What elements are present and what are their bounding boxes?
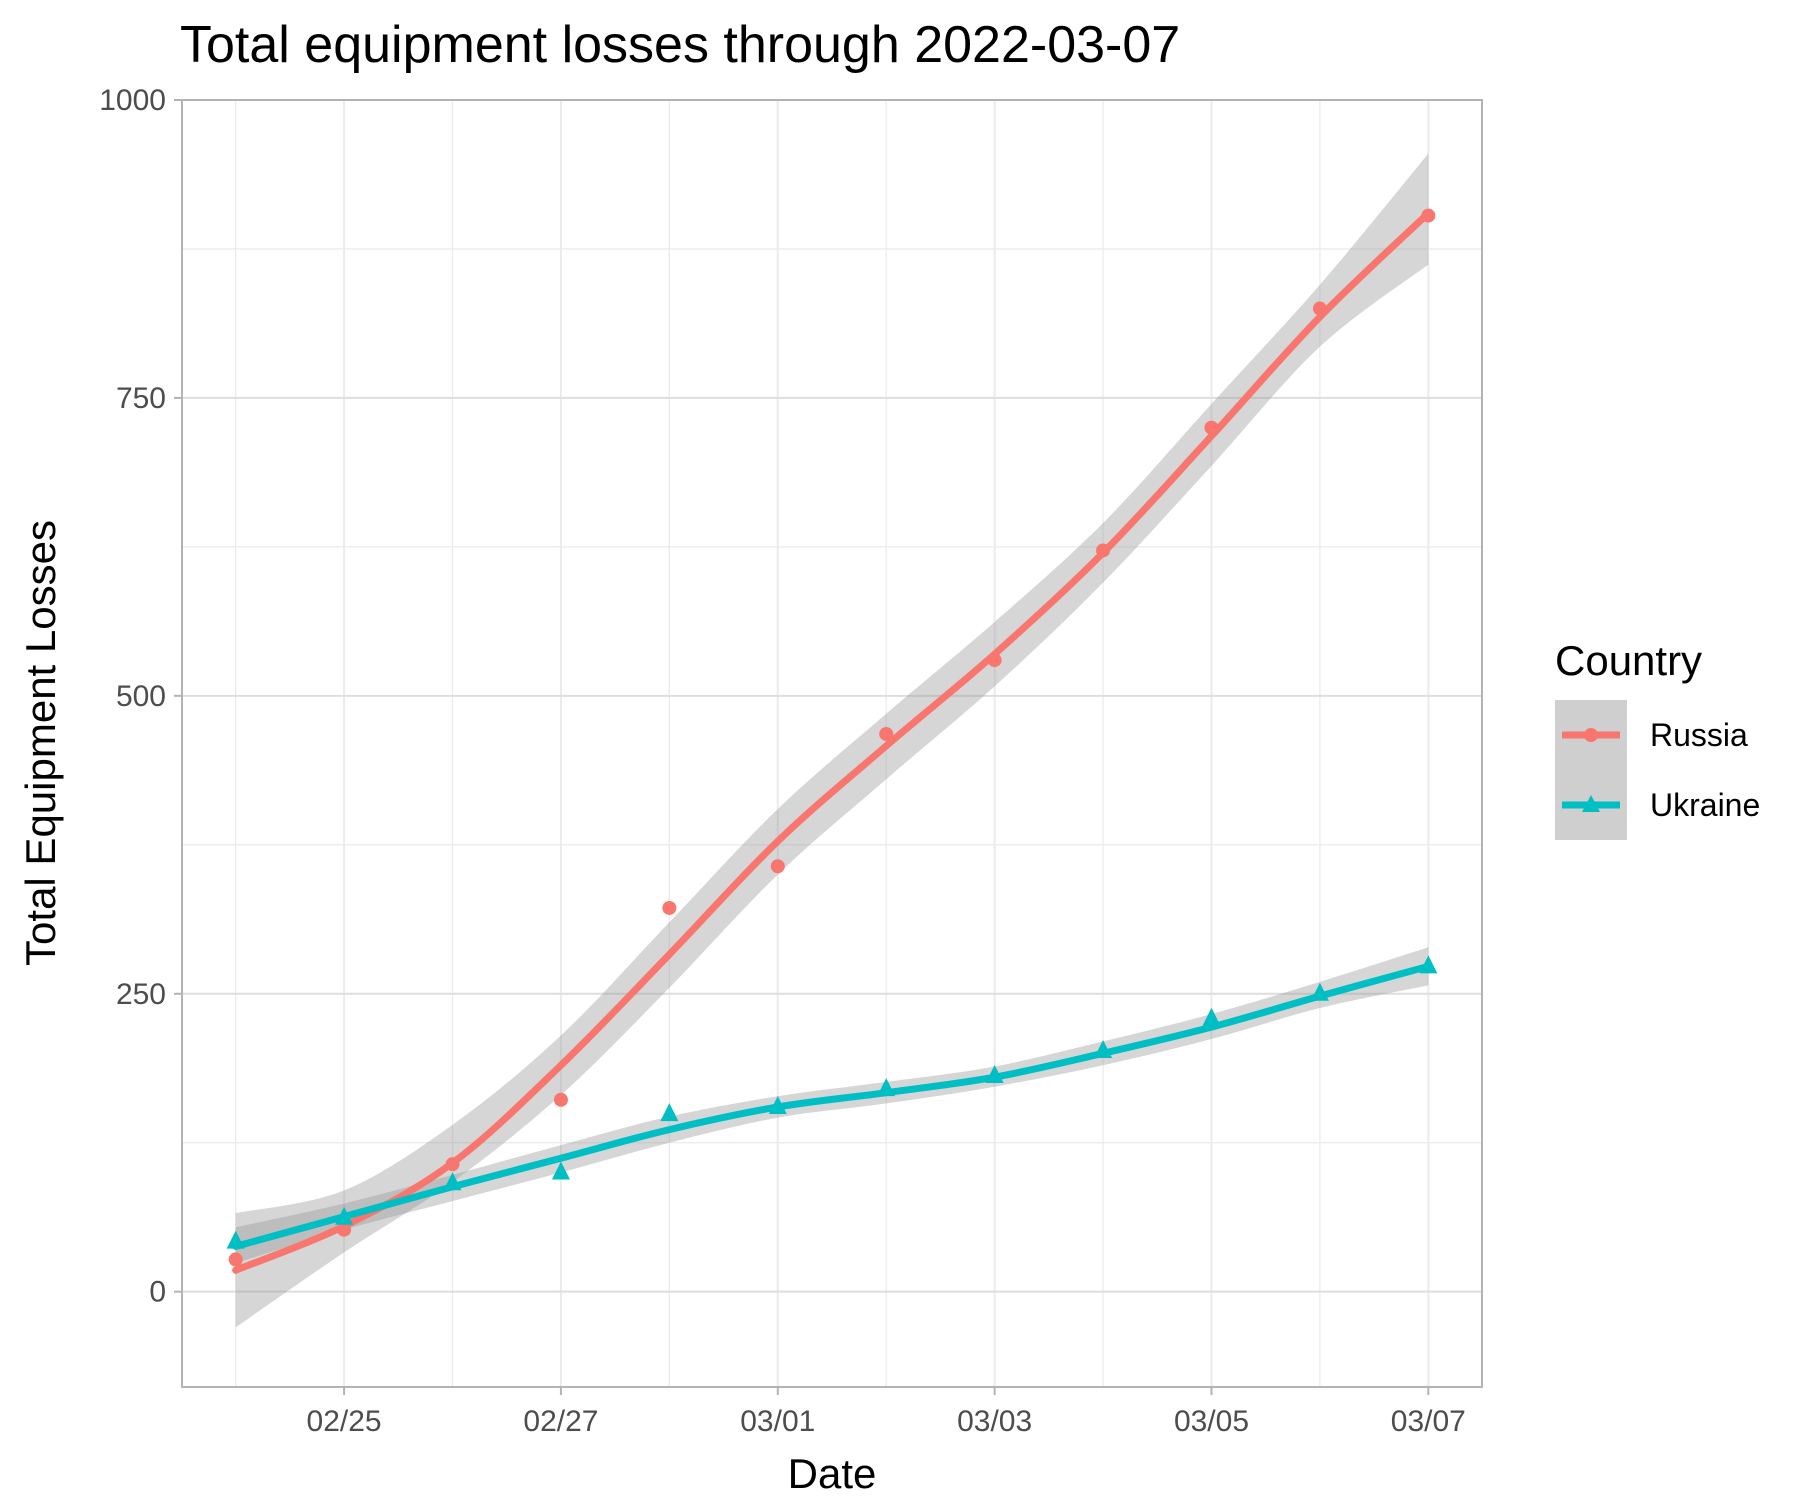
- point-ukraine: [443, 1172, 462, 1191]
- point-russia: [662, 900, 677, 915]
- y-tick-label: 1000: [99, 84, 166, 117]
- line-ukraine: [232, 962, 1432, 1250]
- x-axis-title: Date: [788, 1450, 877, 1497]
- x-tick-label: 03/03: [957, 1405, 1032, 1438]
- x-tick-label: 03/05: [1174, 1405, 1249, 1438]
- legend: Country Russia Ukraine: [1555, 637, 1760, 840]
- chart-title: Total equipment losses through 2022-03-0…: [180, 16, 1180, 74]
- point-russia: [337, 1222, 352, 1237]
- point-russia: [1421, 208, 1436, 223]
- legend-key-marker: [1582, 795, 1600, 812]
- point-ukraine: [768, 1095, 787, 1114]
- point-ukraine: [660, 1103, 679, 1122]
- x-tick-label: 03/07: [1391, 1405, 1466, 1438]
- legend-title: Country: [1555, 637, 1702, 684]
- y-axis: 0 250 500 750 1000: [99, 84, 182, 1309]
- ribbon-ukraine: [235, 947, 1429, 1264]
- point-russia: [987, 653, 1002, 668]
- point-russia: [1204, 420, 1219, 435]
- point-russia: [1096, 543, 1111, 558]
- point-russia: [770, 859, 785, 874]
- plot-background: [182, 100, 1482, 1387]
- minor-gridlines: [182, 100, 1482, 1387]
- point-ukraine: [1419, 955, 1438, 974]
- legend-label-russia: Russia: [1650, 717, 1748, 753]
- y-tick-label: 750: [116, 382, 166, 415]
- x-tick-label: 02/25: [307, 1405, 382, 1438]
- x-tick-label: 03/01: [740, 1405, 815, 1438]
- y-tick-label: 250: [116, 978, 166, 1011]
- point-russia: [879, 726, 894, 741]
- point-ukraine: [877, 1078, 896, 1097]
- y-tick-label: 0: [149, 1276, 166, 1309]
- legend-items: Russia Ukraine: [1555, 700, 1760, 840]
- point-russia: [553, 1092, 568, 1107]
- data-points: [226, 208, 1438, 1267]
- point-russia: [1312, 301, 1327, 316]
- panel-border: [181, 99, 1483, 1388]
- legend-label-ukraine: Ukraine: [1650, 787, 1760, 823]
- point-ukraine: [551, 1161, 570, 1180]
- point-ukraine: [985, 1064, 1004, 1083]
- point-ukraine: [335, 1206, 354, 1225]
- y-axis-title: Total Equipment Losses: [17, 520, 64, 966]
- point-ukraine: [1202, 1007, 1221, 1026]
- point-russia: [228, 1252, 243, 1267]
- legend-key-marker: [1584, 728, 1598, 742]
- y-tick-label: 500: [116, 680, 166, 713]
- point-ukraine: [226, 1230, 245, 1249]
- point-ukraine: [1310, 982, 1329, 1001]
- plot-panel: [181, 99, 1483, 1388]
- x-tick-label: 02/27: [523, 1405, 598, 1438]
- point-russia: [445, 1157, 460, 1172]
- x-axis: 02/25 02/27 03/01 03/03 03/05 03/07: [307, 1387, 1466, 1438]
- point-ukraine: [1094, 1039, 1113, 1058]
